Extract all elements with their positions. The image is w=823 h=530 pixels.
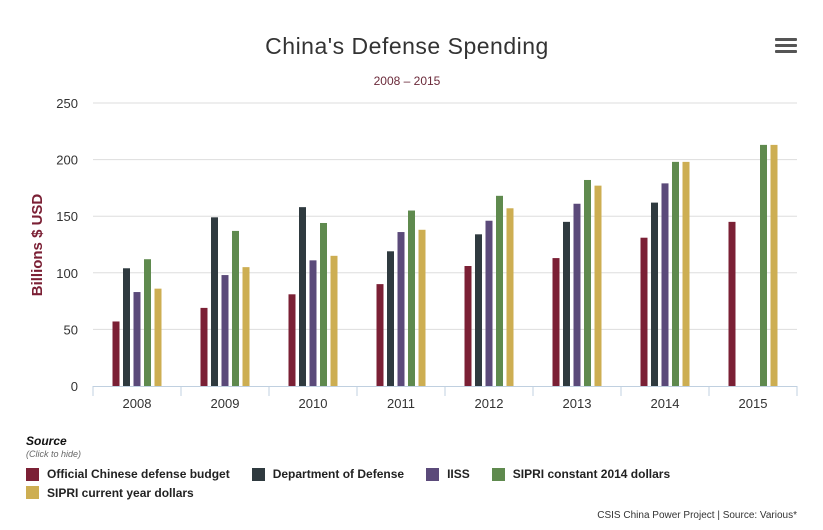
y-tick-label: 250 [56, 96, 78, 111]
bar[interactable] [506, 208, 514, 386]
legend-swatch [251, 467, 265, 481]
source-title: Source [26, 434, 67, 448]
chart-title: China's Defense Spending [265, 33, 549, 59]
bar[interactable] [144, 259, 151, 386]
legend-item[interactable]: Official Chinese defense budget [26, 467, 230, 481]
bar[interactable] [552, 258, 560, 386]
bar[interactable] [594, 185, 602, 386]
y-axis: 0 50 100 150 200 250 [56, 96, 78, 394]
bar[interactable] [760, 144, 767, 386]
legend-swatch [426, 467, 440, 481]
bar[interactable] [123, 268, 130, 386]
legend-label: Official Chinese defense budget [47, 467, 230, 481]
legend-item[interactable]: Department of Defense [251, 467, 405, 481]
bar[interactable] [288, 294, 296, 386]
bar[interactable] [112, 321, 120, 386]
legend-label: IISS [447, 467, 470, 481]
x-axis: 2008 2009 2010 2011 2012 2013 2014 2015 [92, 386, 798, 411]
bar[interactable] [408, 210, 415, 386]
legend-label: Department of Defense [272, 467, 405, 481]
bar[interactable] [133, 292, 141, 386]
bar[interactable] [320, 222, 327, 386]
x-tick-label: 2014 [651, 396, 680, 411]
x-tick-label: 2012 [475, 396, 504, 411]
legend-swatch [491, 467, 505, 481]
y-tick-label: 100 [56, 266, 78, 281]
x-tick-label: 2010 [299, 396, 328, 411]
bars [112, 144, 778, 386]
credits: CSIS China Power Project | Source: Vario… [597, 510, 797, 521]
y-tick-label: 200 [56, 153, 78, 168]
source-toggle[interactable]: Source (Click to hide) [26, 434, 81, 459]
bar[interactable] [232, 230, 239, 386]
bar[interactable] [154, 288, 162, 386]
legend-item[interactable]: SIPRI constant 2014 dollars [491, 467, 671, 481]
bar[interactable] [651, 202, 658, 386]
bar[interactable] [672, 161, 679, 386]
bar[interactable] [475, 234, 482, 386]
legend-swatch [26, 467, 39, 481]
x-tick-label: 2009 [211, 396, 240, 411]
bar[interactable] [387, 251, 394, 386]
legend-item[interactable]: IISS [426, 467, 470, 481]
bar[interactable] [770, 144, 778, 386]
bar[interactable] [200, 307, 208, 386]
bar[interactable] [573, 203, 581, 386]
x-tick-label: 2013 [563, 396, 592, 411]
legend-swatch [26, 486, 39, 499]
x-tick-label: 2008 [123, 396, 152, 411]
bar[interactable] [584, 179, 591, 386]
hamburger-menu-icon[interactable] [775, 38, 797, 54]
bar[interactable] [299, 207, 306, 386]
source-hint: (Click to hide) [26, 449, 82, 459]
x-tick-label: 2011 [387, 396, 415, 411]
bar[interactable] [330, 255, 338, 386]
legend-label: SIPRI current year dollars [47, 485, 194, 500]
bar[interactable] [485, 220, 493, 386]
bar[interactable] [221, 275, 229, 386]
y-tick-label: 50 [64, 322, 78, 337]
bar[interactable] [563, 221, 570, 386]
y-tick-label: 0 [71, 379, 78, 394]
y-tick-label: 150 [56, 209, 78, 224]
x-tick-label: 2015 [739, 396, 768, 411]
legend-item[interactable]: SIPRI current year dollars [26, 486, 194, 500]
bar[interactable] [496, 195, 503, 386]
bar[interactable] [682, 161, 690, 386]
legend: Official Chinese defense budget Departmen… [26, 467, 726, 504]
grid [93, 102, 797, 330]
bar[interactable] [728, 221, 736, 386]
bar[interactable] [397, 232, 405, 386]
bar[interactable] [418, 229, 426, 386]
bar[interactable] [309, 260, 317, 386]
bar[interactable] [242, 267, 250, 386]
bar[interactable] [464, 266, 472, 386]
legend-label: SIPRI constant 2014 dollars [512, 467, 671, 481]
bar[interactable] [211, 217, 218, 386]
chart-subtitle: 2008 – 2015 [374, 74, 441, 88]
bar[interactable] [376, 284, 384, 386]
bar[interactable] [661, 183, 669, 386]
bar[interactable] [640, 237, 648, 386]
y-axis-label: Billions $ USD [29, 194, 46, 297]
